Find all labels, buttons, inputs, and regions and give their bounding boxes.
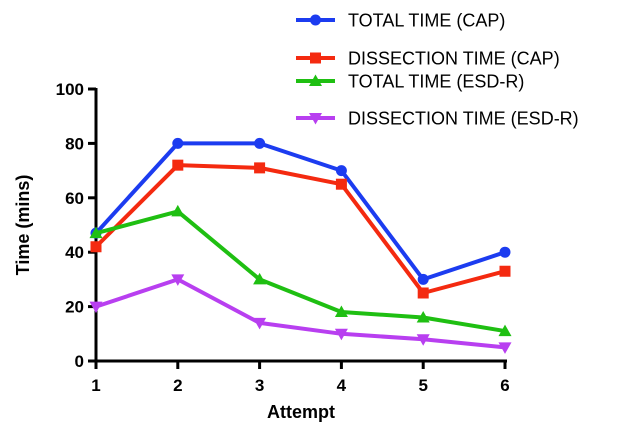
x-tick-label: 1 xyxy=(91,376,100,395)
x-axis-title: Attempt xyxy=(267,402,335,422)
data-point xyxy=(254,137,266,149)
legend-marker xyxy=(309,113,322,125)
y-tick-label: 80 xyxy=(65,134,84,153)
series-line xyxy=(94,141,506,282)
x-tick-label: 5 xyxy=(418,376,427,395)
data-point xyxy=(90,241,102,253)
legend-label: DISSECTION TIME (CAP) xyxy=(348,49,560,69)
x-tick-label: 2 xyxy=(173,376,182,395)
legend-label: TOTAL TIME (CAP) xyxy=(348,11,505,31)
data-point xyxy=(499,265,511,277)
data-point xyxy=(417,287,429,299)
data-point xyxy=(335,165,347,177)
x-tick-label: 6 xyxy=(500,376,509,395)
data-point xyxy=(416,334,430,346)
series-line xyxy=(94,163,506,295)
data-point xyxy=(416,310,430,323)
data-point xyxy=(498,342,512,354)
data-point xyxy=(171,274,185,286)
series-line xyxy=(95,277,506,350)
legend-item: TOTAL TIME (CAP) xyxy=(296,11,505,31)
series-2 xyxy=(90,159,511,299)
series-1 xyxy=(90,137,511,285)
legend: TOTAL TIME (CAP) DISSECTION TIME (CAP) TOT… xyxy=(296,11,579,129)
data-point xyxy=(172,159,184,171)
ticks: 0 20 40 60 80 100 1 2 3 4 5 6 xyxy=(56,80,510,395)
x-tick-label: 3 xyxy=(255,376,264,395)
axes xyxy=(94,88,507,363)
data-point xyxy=(334,305,348,318)
y-tick-label: 60 xyxy=(65,189,84,208)
data-point xyxy=(253,317,267,330)
data-point xyxy=(89,301,103,314)
y-tick-label: 20 xyxy=(65,298,84,317)
y-tick-label: 40 xyxy=(65,243,84,262)
data-point xyxy=(172,137,184,149)
legend-item: DISSECTION TIME (CAP) xyxy=(296,49,560,69)
data-point xyxy=(171,204,185,217)
legend-marker xyxy=(310,14,321,26)
data-point xyxy=(89,226,103,239)
data-point xyxy=(334,328,348,341)
legend-marker xyxy=(310,52,321,64)
legend-item: TOTAL TIME (ESD-R) xyxy=(296,72,524,92)
series-group xyxy=(89,137,512,354)
legend-item: DISSECTION TIME (ESD-R) xyxy=(296,109,579,129)
legend-label: DISSECTION TIME (ESD-R) xyxy=(348,109,579,129)
data-point xyxy=(254,162,266,174)
y-axis-title: Time (mins) xyxy=(13,175,33,276)
data-point xyxy=(335,178,347,190)
legend-label: TOTAL TIME (ESD-R) xyxy=(348,72,524,92)
series-4 xyxy=(89,274,512,354)
data-point xyxy=(253,272,267,285)
x-tick-label: 4 xyxy=(337,376,347,395)
data-point xyxy=(417,273,429,285)
data-point xyxy=(498,324,512,337)
data-point xyxy=(499,246,511,258)
series-line xyxy=(95,209,506,334)
y-tick-label: 0 xyxy=(75,352,84,371)
legend-marker xyxy=(309,74,322,86)
y-tick-label: 100 xyxy=(56,80,84,99)
series-3 xyxy=(89,204,512,337)
